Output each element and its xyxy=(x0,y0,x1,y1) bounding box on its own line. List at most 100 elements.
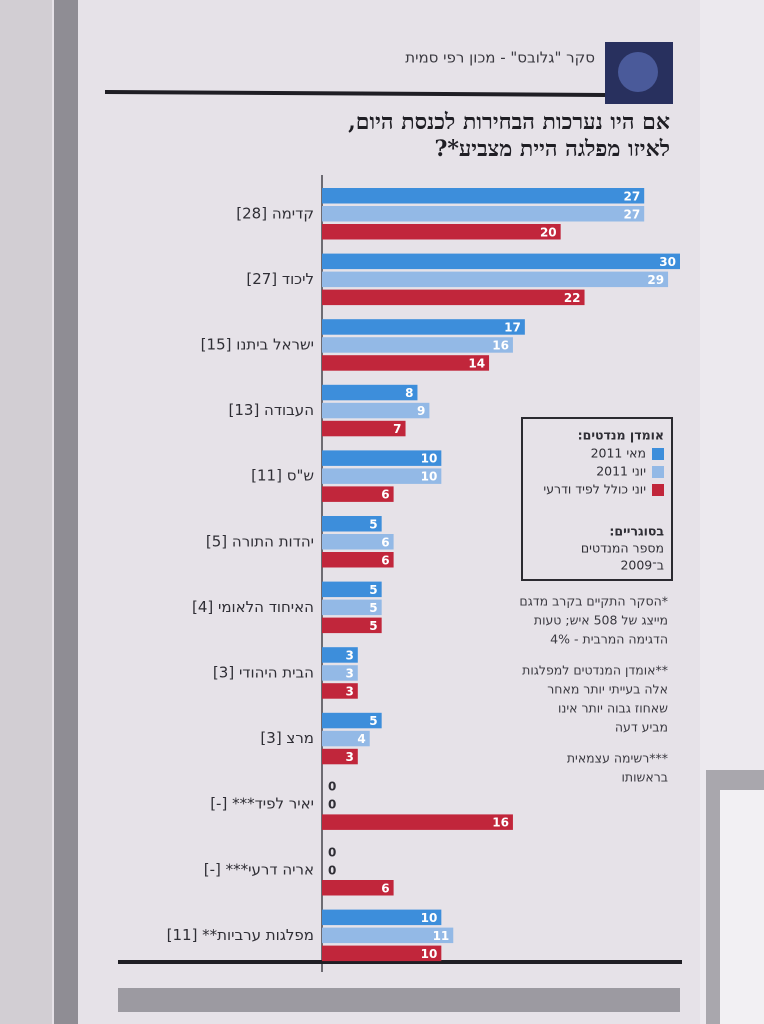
footnote: אלה בעייתי יותר מאחר xyxy=(547,682,668,697)
bottom-bar xyxy=(118,988,680,1012)
value-label: 29 xyxy=(647,273,664,287)
category-label: האיחוד הלאומי [4] xyxy=(192,598,314,616)
bar xyxy=(322,319,525,335)
value-label: 6 xyxy=(381,488,389,502)
legend-box xyxy=(521,417,673,581)
footnote: הדגימה המרבית - 4% xyxy=(550,632,668,647)
bar xyxy=(322,384,418,401)
value-label: 10 xyxy=(421,911,438,925)
value-label: 10 xyxy=(421,470,438,484)
value-label: 9 xyxy=(417,404,425,418)
bar xyxy=(322,468,442,484)
value-label: 5 xyxy=(369,517,377,531)
page-strip xyxy=(54,0,78,1024)
bar xyxy=(322,206,645,222)
bar xyxy=(322,289,585,306)
value-label: 5 xyxy=(369,619,377,633)
bar xyxy=(322,534,394,550)
value-label: 3 xyxy=(345,684,353,698)
legend-label: מאי 2011 xyxy=(591,446,646,461)
bar xyxy=(322,420,406,437)
bar xyxy=(322,450,442,466)
category-label: ישראל ביתנו [15] xyxy=(201,335,314,353)
footnote: בראשותו xyxy=(621,770,668,785)
bar xyxy=(322,617,382,634)
chart-title: לאיזו מפלגה היית מצביע*? xyxy=(434,136,670,162)
bar xyxy=(322,516,382,532)
bar xyxy=(322,253,680,270)
value-label: 0 xyxy=(328,798,336,812)
value-label: 3 xyxy=(345,648,353,662)
legend-note: מספר המנדטים xyxy=(581,541,664,556)
page-edge xyxy=(0,0,52,1024)
bar xyxy=(322,748,358,765)
value-label: 0 xyxy=(328,780,336,794)
category-label: קדימה [28] xyxy=(236,204,314,222)
bar xyxy=(322,599,382,616)
value-label: 6 xyxy=(381,881,389,895)
bar xyxy=(322,486,394,502)
value-label: 14 xyxy=(468,356,485,370)
value-label: 0 xyxy=(328,863,336,877)
bar xyxy=(322,927,454,944)
value-label: 3 xyxy=(345,666,353,680)
bar xyxy=(322,814,513,830)
value-label: 27 xyxy=(623,207,640,221)
value-label: 3 xyxy=(345,750,353,764)
bar xyxy=(322,271,669,288)
bar xyxy=(322,683,358,699)
value-label: 17 xyxy=(504,320,521,334)
value-label: 22 xyxy=(564,291,581,305)
legend-note: בסוגריים: xyxy=(609,524,664,539)
value-label: 8 xyxy=(405,386,413,400)
value-label: 5 xyxy=(369,714,377,728)
value-label: 11 xyxy=(433,929,450,943)
side-box-inner xyxy=(720,790,764,1024)
value-label: 20 xyxy=(540,225,557,239)
value-label: 5 xyxy=(369,583,377,597)
legend-swatch xyxy=(652,466,664,478)
category-label: יאיר לפיד*** [-] xyxy=(210,795,314,813)
bar xyxy=(322,712,382,729)
value-label: 10 xyxy=(421,947,438,961)
footnote: **אומדן המנדטים למפלגות xyxy=(522,663,668,678)
category-label: ליכוד [27] xyxy=(246,270,314,288)
footnote: מייצג של 508 איש; טעות xyxy=(534,613,668,628)
bar xyxy=(322,355,490,371)
value-label: 27 xyxy=(623,189,640,203)
value-label: 0 xyxy=(328,845,336,859)
footnote: שאחוז גבוה יותר אינו xyxy=(558,701,668,716)
bar xyxy=(322,730,370,747)
legend-title: אומדן מנדטים: xyxy=(578,428,664,443)
legend-swatch xyxy=(652,448,664,460)
bar xyxy=(322,945,442,962)
category-label: מרצ [3] xyxy=(260,729,314,747)
header-rule xyxy=(104,90,606,97)
bar xyxy=(322,909,442,926)
chart-title: אם היו נערכות הבחירות לכנסת היום, xyxy=(348,109,670,135)
value-label: 16 xyxy=(492,338,509,352)
category-label: הבית היהודי [3] xyxy=(213,663,314,681)
value-label: 5 xyxy=(369,601,377,615)
bar xyxy=(322,337,513,353)
category-label: מפלגות ערביות** [11] xyxy=(167,926,314,944)
value-label: 6 xyxy=(381,553,389,567)
category-label: אריה דרעי*** [-] xyxy=(204,860,314,878)
category-label: יהדות התורה [5] xyxy=(206,532,314,550)
footnote: מביע דעה xyxy=(615,720,668,735)
value-label: 4 xyxy=(357,732,365,746)
bar xyxy=(322,647,358,663)
legend-note: ב־2009 xyxy=(620,558,664,573)
value-label: 7 xyxy=(393,422,401,436)
category-label: ש"ס [11] xyxy=(251,467,314,485)
bar xyxy=(322,188,645,204)
bar xyxy=(322,402,430,419)
bar xyxy=(322,552,394,568)
header-icon-globe xyxy=(618,52,658,92)
footnote: *הסקר התקיים בקרב מדגם xyxy=(519,594,668,609)
footnote: ***רשימה עצמאית xyxy=(567,751,668,766)
bar xyxy=(322,581,382,598)
legend-swatch xyxy=(652,484,664,496)
